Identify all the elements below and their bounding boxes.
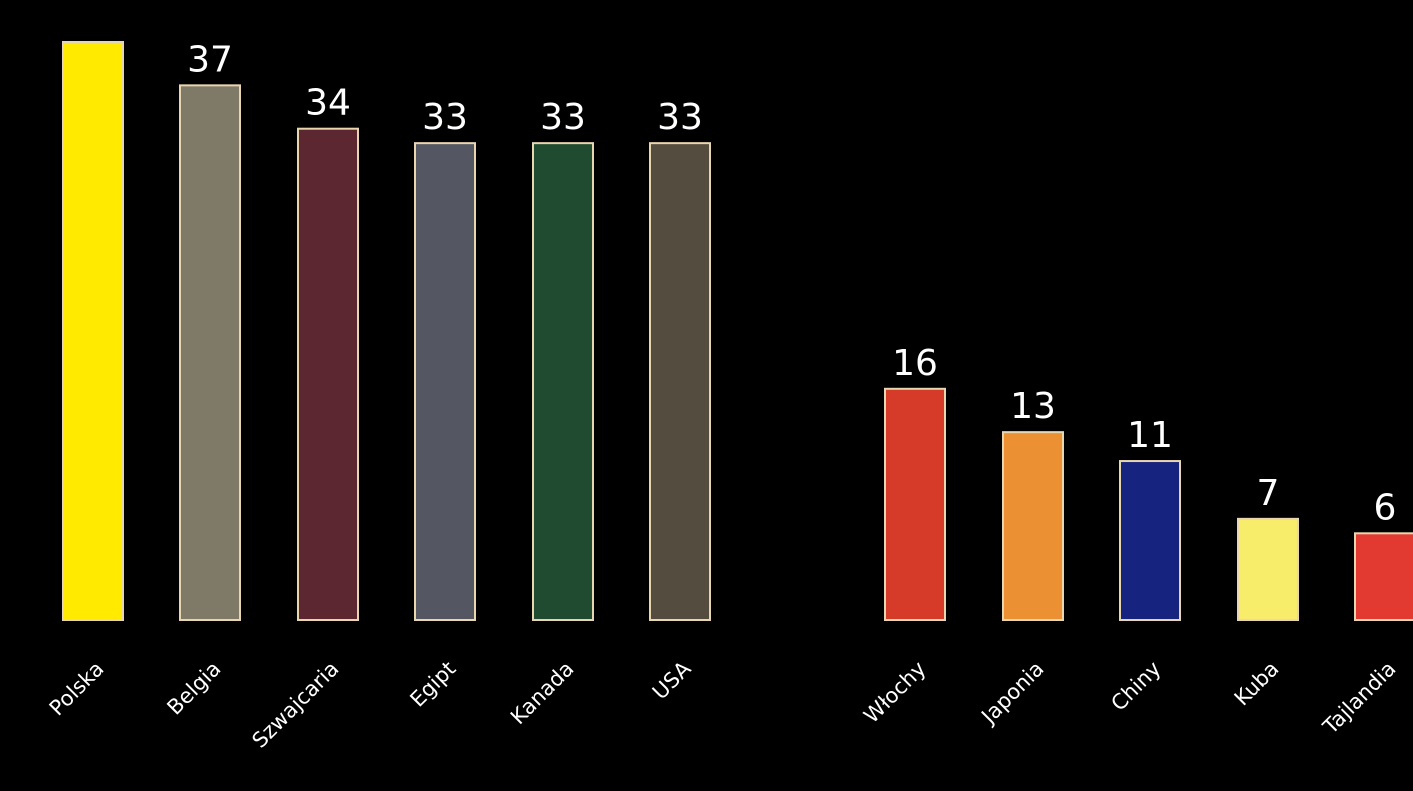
category-label-wlochy: Włochy bbox=[859, 657, 930, 728]
value-label-wlochy: 16 bbox=[892, 343, 938, 384]
bar-kuba bbox=[1237, 517, 1299, 621]
bar-chiny bbox=[1119, 460, 1181, 621]
category-label-szwajcaria: Szwajcaria bbox=[247, 657, 343, 753]
category-label-egipt: Egipt bbox=[405, 657, 460, 712]
value-label-japonia: 13 bbox=[1010, 386, 1056, 427]
bar-wlochy bbox=[884, 387, 946, 621]
bar-szwajcaria bbox=[297, 127, 359, 621]
value-label-szwajcaria: 34 bbox=[305, 83, 351, 124]
value-label-usa: 33 bbox=[657, 97, 703, 138]
bar-belgia bbox=[179, 84, 241, 622]
value-label-kanada: 33 bbox=[540, 97, 586, 138]
value-label-egipt: 33 bbox=[422, 97, 468, 138]
category-label-kuba: Kuba bbox=[1230, 657, 1284, 711]
value-label-tajlandia: 6 bbox=[1374, 487, 1397, 528]
value-label-chiny: 11 bbox=[1127, 415, 1173, 456]
bar-usa bbox=[649, 142, 711, 621]
category-label-usa: USA bbox=[648, 656, 696, 704]
value-label-kuba: 7 bbox=[1257, 473, 1280, 514]
category-label-tajlandia: Tajlandia bbox=[1318, 657, 1401, 740]
category-label-chiny: Chiny bbox=[1106, 657, 1165, 716]
bar-tajlandia bbox=[1354, 532, 1413, 621]
category-label-belgia: Belgia bbox=[162, 657, 225, 720]
category-label-japonia: Japonia bbox=[976, 657, 1049, 730]
bar-kanada bbox=[532, 142, 594, 621]
bar-polska bbox=[62, 41, 124, 621]
category-label-kanada: Kanada bbox=[506, 657, 579, 730]
bar-egipt bbox=[414, 142, 476, 621]
bar-japonia bbox=[1002, 431, 1064, 621]
value-label-belgia: 37 bbox=[187, 39, 233, 80]
category-label-polska: Polska bbox=[45, 657, 109, 721]
